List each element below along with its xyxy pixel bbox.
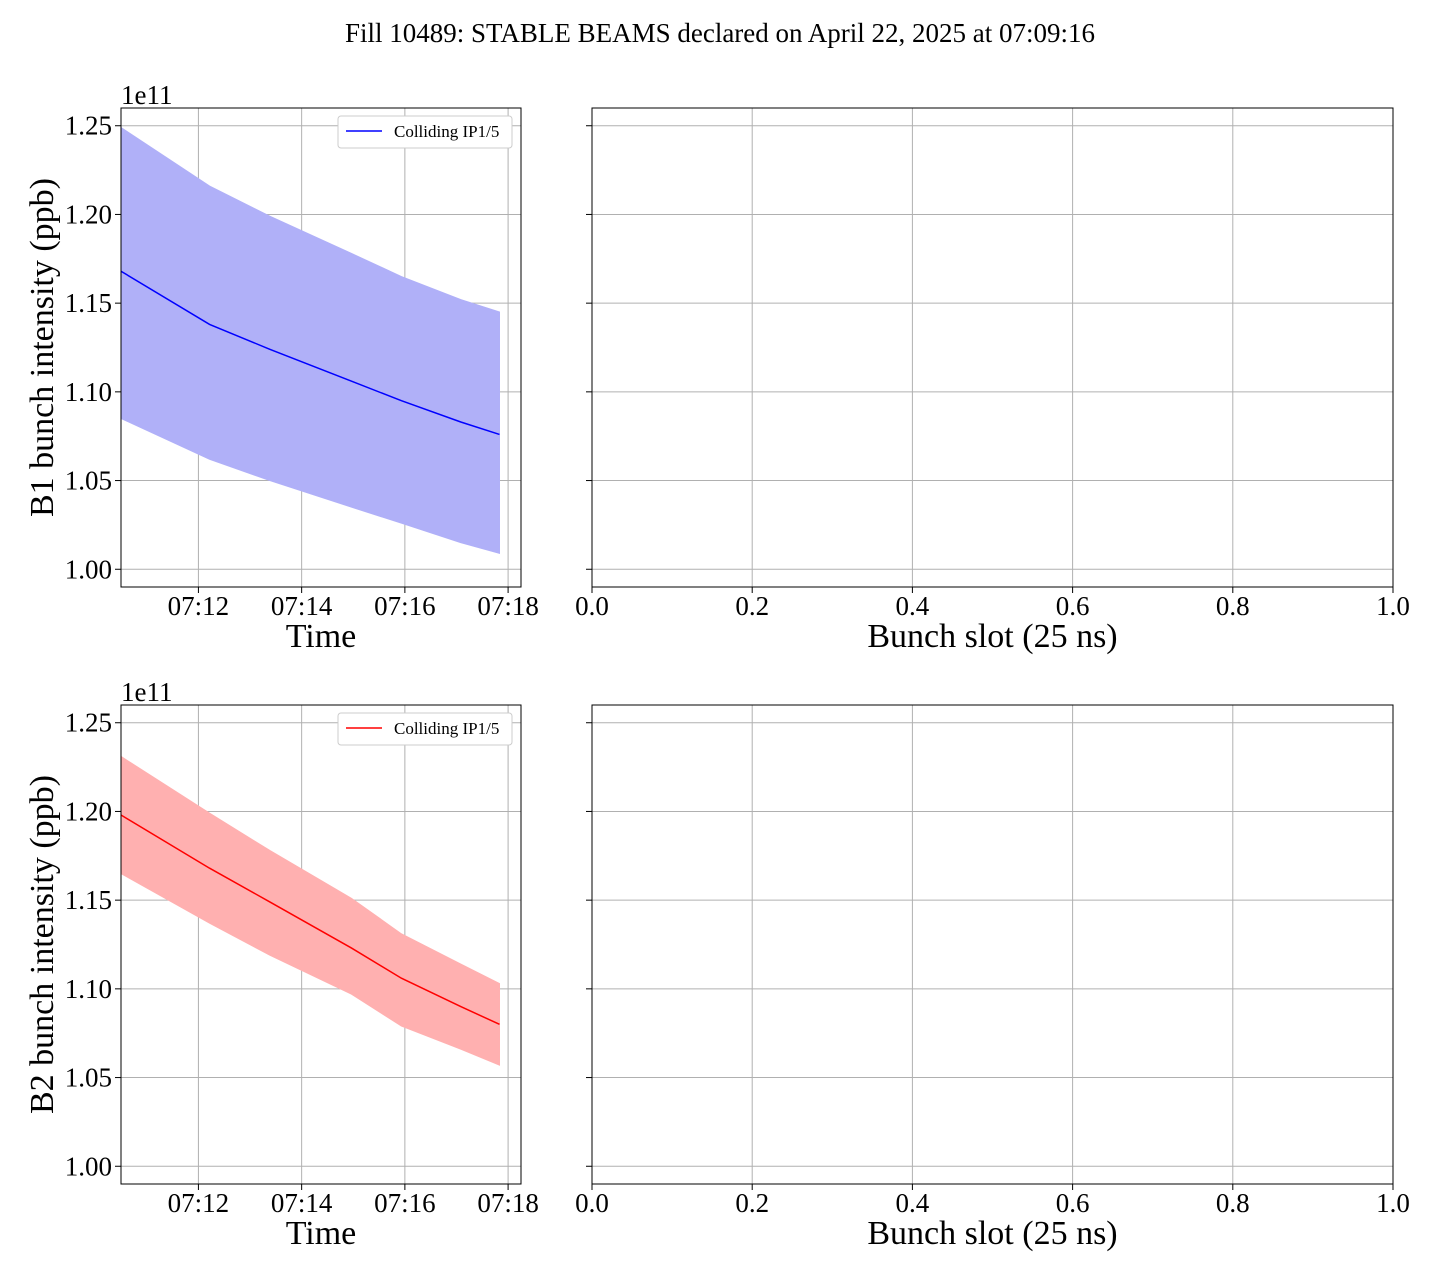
x-tick-label: 1.0 — [1376, 1188, 1410, 1218]
y-axis-label: B2 bunch intensity (ppb) — [24, 775, 61, 1114]
series-line — [120, 270, 500, 436]
x-tick-label: 07:12 — [168, 1188, 230, 1218]
axes-frame — [120, 107, 522, 588]
legend: Colliding IP1/5 — [337, 115, 513, 149]
axes-frame — [120, 704, 522, 1185]
y-tick-label: 1.15 — [65, 288, 112, 318]
x-tick-label: 0.8 — [1216, 591, 1250, 621]
y-tick-label: 1.20 — [65, 199, 112, 229]
y-tick-label: 1.00 — [65, 1151, 112, 1181]
x-tick-label: 0.2 — [735, 1188, 769, 1218]
series-band — [120, 755, 500, 1066]
x-axis-label: Time — [286, 1215, 357, 1252]
legend: Colliding IP1/5 — [337, 712, 513, 746]
y-tick-label: 1.05 — [65, 466, 112, 496]
x-axis-label: Time — [286, 618, 357, 655]
x-tick-label: 07:14 — [271, 1188, 333, 1218]
x-tick-label: 07:16 — [374, 591, 436, 621]
y-tick-label: 1.10 — [65, 974, 112, 1004]
x-tick-label: 0.0 — [575, 1188, 609, 1218]
y-tick-label: 1.20 — [65, 796, 112, 826]
x-axis-label: Bunch slot (25 ns) — [867, 1215, 1117, 1252]
x-tick-label: 07:16 — [374, 1188, 436, 1218]
y-tick-label: 1.15 — [65, 885, 112, 915]
y-offset-label: 1e11 — [121, 677, 172, 707]
y-offset-label: 1e11 — [121, 80, 172, 110]
x-tick-label: 0.0 — [575, 591, 609, 621]
x-tick-label: 0.2 — [735, 591, 769, 621]
y-tick-label: 1.00 — [65, 554, 112, 584]
y-tick-label: 1.25 — [65, 111, 112, 141]
x-axis-label: Bunch slot (25 ns) — [867, 618, 1117, 655]
legend-label: Colliding IP1/5 — [394, 122, 499, 141]
series-line — [120, 814, 500, 1026]
chart-panel-b2-slot: 0.0 0.2 0.4 0.6 0.8 1.0 Bunch slot (25 ns) — [575, 704, 1410, 1252]
chart-panel-b2-time: 07:12 07:14 07:16 07:18 1.00 1.05 1.10 1.15 1.20… — [24, 677, 539, 1252]
chart-panel-b1-time: 07:12 07:14 07:16 07:18 1.00 1.05 1.10 1.15 1.20… — [24, 80, 539, 655]
legend-label: Colliding IP1/5 — [394, 719, 499, 738]
x-tick-label: 0.8 — [1216, 1188, 1250, 1218]
x-tick-label: 0.4 — [896, 591, 930, 621]
x-tick-label: 0.6 — [1056, 591, 1090, 621]
legend-box — [337, 712, 513, 746]
y-tick-label: 1.05 — [65, 1063, 112, 1093]
x-tick-label: 0.6 — [1056, 1188, 1090, 1218]
figure-title: Fill 10489: STABLE BEAMS declared on Apr… — [344, 18, 1096, 48]
chart-panel-b1-slot: 0.0 0.2 0.4 0.6 0.8 1.0 Bunch slot (25 ns) — [575, 107, 1410, 655]
axes-frame — [591, 107, 1394, 588]
y-tick-label: 1.25 — [65, 708, 112, 738]
y-axis-label: B1 bunch intensity (ppb) — [24, 178, 61, 517]
x-tick-label: 07:18 — [477, 591, 539, 621]
y-tick-label: 1.10 — [65, 377, 112, 407]
series-band — [120, 126, 500, 554]
axes-frame — [591, 704, 1394, 1185]
x-tick-label: 07:12 — [168, 591, 230, 621]
legend-box — [337, 115, 513, 149]
x-tick-label: 1.0 — [1376, 591, 1410, 621]
x-tick-label: 07:18 — [477, 1188, 539, 1218]
x-tick-label: 0.4 — [896, 1188, 930, 1218]
x-tick-label: 07:14 — [271, 591, 333, 621]
